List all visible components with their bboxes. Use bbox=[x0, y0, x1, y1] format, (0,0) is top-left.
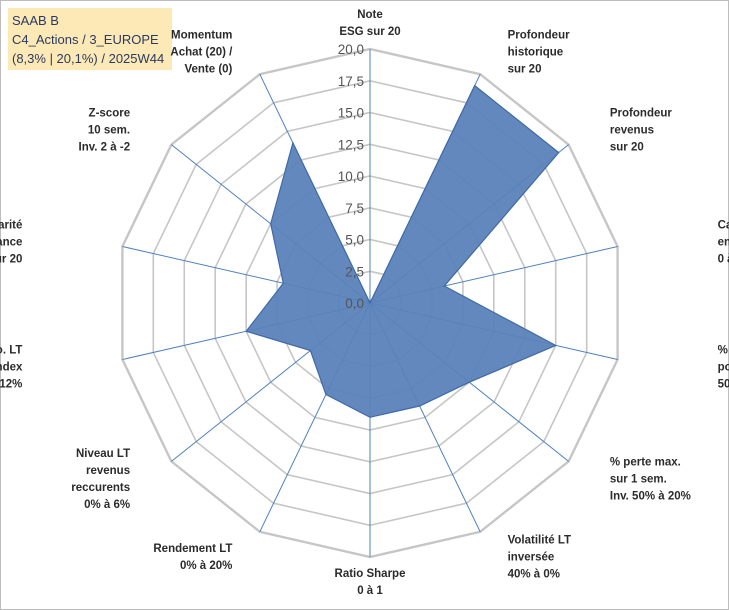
axis-label-line: sur 20 bbox=[508, 64, 542, 76]
axis-label-line: Rendement LT bbox=[153, 543, 232, 555]
axis-label-line: Z-score bbox=[89, 107, 131, 119]
axis-label-line: 0 à 60 G€ bbox=[718, 254, 729, 266]
axis-label-line: Niveau LT bbox=[76, 448, 130, 460]
axis-label-line: sur 20 bbox=[610, 141, 644, 153]
axis-label-line: en MdEUR bbox=[718, 237, 729, 249]
axis-label: Ratio Sharpe 0 à 1 bbox=[335, 568, 406, 597]
axis-label-line: vs Index bbox=[0, 361, 23, 373]
radar-axis-labels: Note ESG sur 20 Profondeur historique sur 20… bbox=[0, 9, 729, 597]
axis-label: Profondeur historique sur 20 bbox=[508, 30, 570, 76]
axis-label-line: Capi. bours. bbox=[718, 220, 729, 232]
axis-label-line: revenus bbox=[86, 465, 130, 477]
axis-label-line: 40% à 0% bbox=[508, 568, 560, 580]
axis-label: Rendement LT 0% à 20% bbox=[153, 543, 232, 572]
axis-label-line: Inv. 50% à 20% bbox=[610, 491, 691, 503]
axis-label-line: % perfo 1A bbox=[718, 344, 729, 356]
axis-label-line: Volatilité LT bbox=[508, 534, 571, 546]
info-stats: (8,3% | 20,1%) / 2025W44 bbox=[12, 51, 165, 66]
axis-label-line: sur 1 sem. bbox=[610, 474, 667, 486]
axis-label-line: revenus bbox=[610, 124, 654, 136]
axis-label-line: reccurents bbox=[71, 482, 130, 494]
axis-label-line: Régularité bbox=[0, 220, 22, 232]
axis-label-line: -8% à 12% bbox=[0, 378, 22, 390]
axis-label-line: Profondeur bbox=[610, 107, 672, 119]
axis-label-line: % perte max. bbox=[610, 457, 681, 469]
tick-label: 17,5 bbox=[338, 74, 364, 89]
axis-label: Niveau LT revenus reccurents 0% à 6% bbox=[71, 448, 130, 511]
tick-label: 10,0 bbox=[338, 169, 364, 184]
tick-label: 7,5 bbox=[345, 201, 364, 216]
axis-label: Profondeur revenus sur 20 bbox=[610, 107, 672, 153]
axis-label-line: Momentum bbox=[171, 30, 232, 42]
tick-label: 0,0 bbox=[345, 296, 364, 311]
axis-label: Momentum Achat (20) / Vente (0) bbox=[170, 30, 233, 76]
axis-label: % perfo 1A positive 50% à 80% bbox=[718, 344, 729, 390]
tick-label: 2,5 bbox=[345, 264, 364, 279]
axis-label-line: Profondeur bbox=[508, 30, 570, 42]
axis-label-line: 50% à 80% bbox=[718, 378, 729, 390]
axis-label: Perfo. LT vs Index -8% à 12% bbox=[0, 344, 23, 390]
axis-label-line: Note bbox=[357, 9, 383, 21]
axis-label-line: sur 20 bbox=[0, 254, 22, 266]
axis-label-line: 10 sem. bbox=[88, 124, 130, 136]
axis-label-line: historique bbox=[508, 47, 564, 59]
axis-label-line: Achat (20) / bbox=[170, 47, 233, 59]
tick-label: 5,0 bbox=[345, 233, 364, 248]
axis-label-line: ESG sur 20 bbox=[339, 26, 400, 38]
info-category: C4_Actions / 3_EUROPE bbox=[12, 32, 159, 47]
axis-label: Volatilité LT inversée 40% à 0% bbox=[508, 534, 571, 580]
axis-label: Régularité croissance sur 20 bbox=[0, 220, 22, 266]
axis-label-line: 0% à 6% bbox=[84, 499, 130, 511]
axis-label-line: Ratio Sharpe bbox=[335, 568, 406, 580]
tick-label: 12,5 bbox=[338, 137, 364, 152]
axis-label-line: Vente (0) bbox=[184, 64, 232, 76]
axis-label: Capi. bours. en MdEUR 0 à 60 G€ bbox=[718, 220, 729, 266]
tick-label: 20,0 bbox=[338, 42, 364, 57]
series-area bbox=[245, 84, 560, 418]
tick-label: 15,0 bbox=[338, 106, 364, 121]
axis-label-line: croissance bbox=[0, 237, 22, 249]
axis-label-line: inversée bbox=[508, 551, 555, 563]
info-ticker: SAAB B bbox=[12, 13, 59, 28]
axis-label: % perte max. sur 1 sem. Inv. 50% à 20% bbox=[610, 457, 691, 503]
info-box: SAAB B C4_Actions / 3_EUROPE (8,3% | 20,… bbox=[8, 8, 172, 70]
axis-label-line: 0% à 20% bbox=[180, 560, 232, 572]
axis-label-line: Perfo. LT bbox=[0, 344, 22, 356]
axis-label-line: Inv. 2 à -2 bbox=[79, 141, 131, 153]
axis-label: Z-score 10 sem. Inv. 2 à -2 bbox=[79, 107, 131, 153]
axis-label: Note ESG sur 20 bbox=[339, 9, 400, 38]
axis-label-line: positive bbox=[718, 361, 729, 373]
radar-series bbox=[245, 84, 560, 418]
radar-tick-labels: 0,0 2,5 5,0 7,5 10,0 12,5 15,0 17,5 20,0 bbox=[338, 42, 364, 311]
axis-label-line: 0 à 1 bbox=[357, 585, 383, 597]
